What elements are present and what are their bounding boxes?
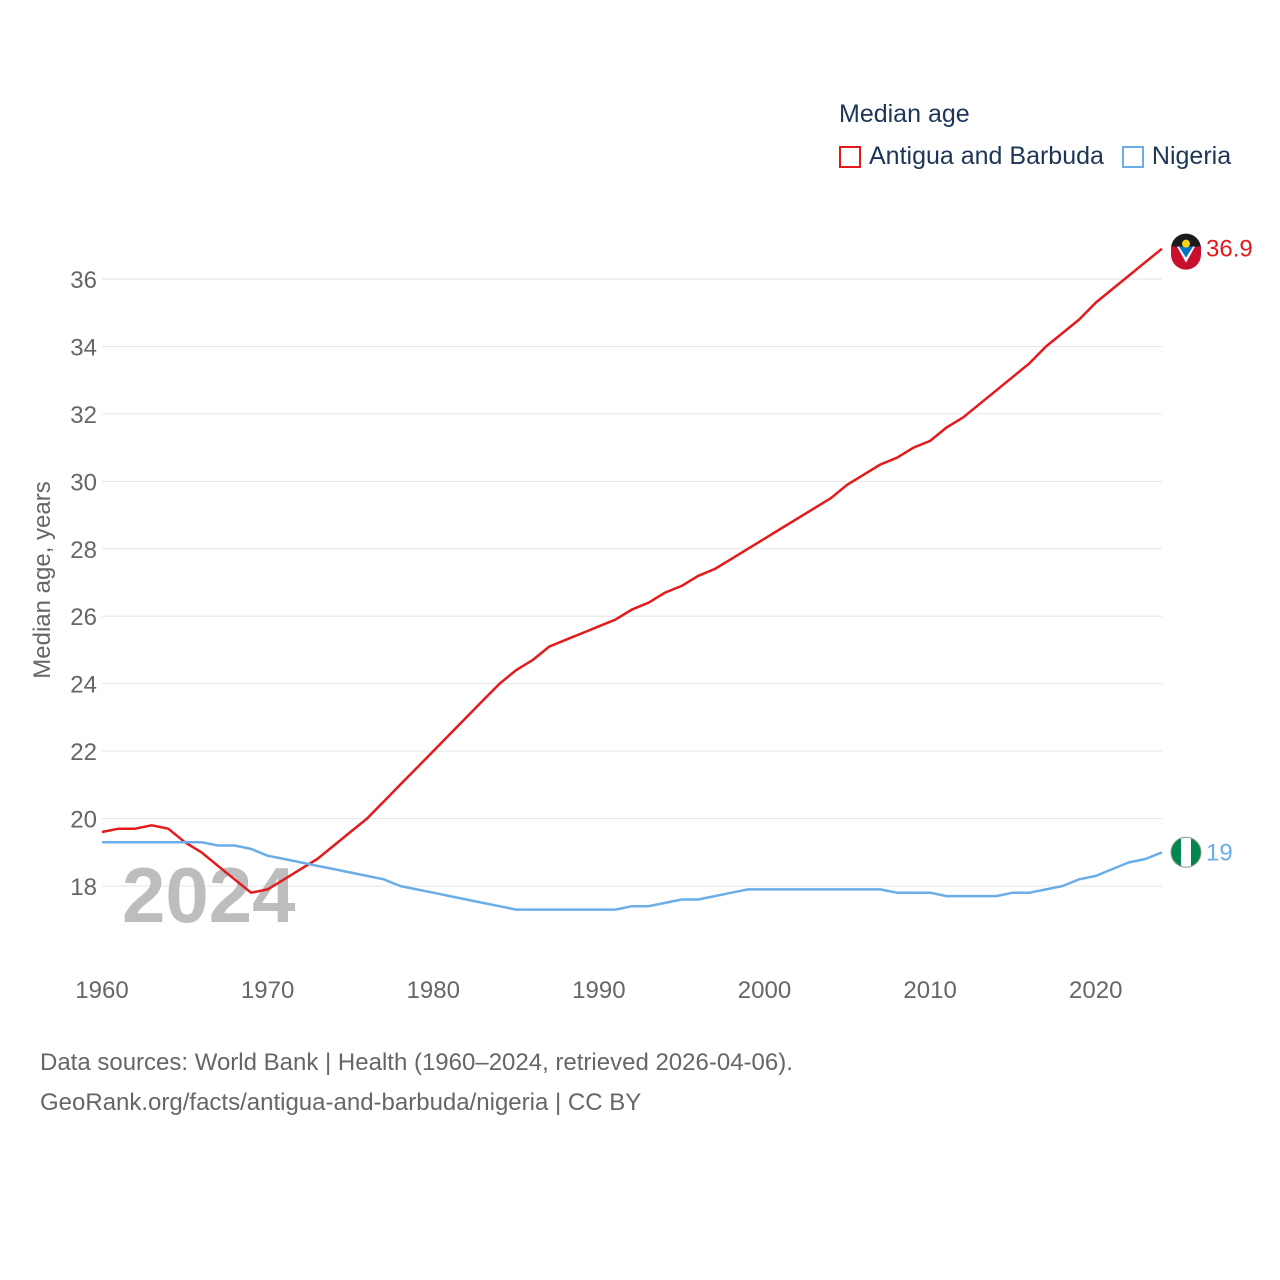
legend-label-nigeria: Nigeria: [1151, 142, 1232, 170]
series-line-antigua[interactable]: [101, 247, 1163, 894]
legend-title: Median age: [839, 100, 970, 128]
x-tick-2020: 2020: [1069, 977, 1122, 1004]
end-label-antigua: 36.9: [1206, 236, 1253, 263]
y-tick-34: 34: [70, 334, 97, 361]
legend-item-antigua[interactable]: Antigua and Barbuda: [839, 142, 1104, 171]
y-axis-label: Median age, years: [29, 481, 56, 678]
y-tick-36: 36: [70, 267, 97, 294]
y-tick-26: 26: [70, 604, 97, 631]
data-sources: Data sources: World Bank | Health (1960–…: [40, 1043, 793, 1123]
legend-swatch-nigeria: [1121, 145, 1144, 168]
x-tick-1970: 1970: [241, 977, 294, 1004]
y-tick-24: 24: [70, 672, 97, 699]
x-tick-1980: 1980: [407, 977, 460, 1004]
y-tick-30: 30: [70, 469, 97, 496]
y-tick-18: 18: [70, 874, 97, 901]
series-line-nigeria[interactable]: [102, 840, 1163, 911]
y-tick-20: 20: [70, 807, 97, 834]
sources-line-1: Data sources: World Bank | Health (1960–…: [40, 1049, 793, 1076]
series-lines: [101, 247, 1163, 911]
antigua-flag-icon: [1171, 233, 1201, 270]
y-tick-22: 22: [70, 739, 97, 766]
x-tick-1990: 1990: [572, 977, 625, 1004]
end-markers: [1170, 233, 1202, 868]
nigeria-flag-icon: [1170, 836, 1202, 868]
legend-swatch-antigua: [839, 145, 861, 168]
end-label-nigeria: 19: [1206, 839, 1233, 866]
x-tick-2000: 2000: [738, 977, 791, 1004]
y-axis-ticks: 18 20 22 24 26 28 30 32 34 36: [70, 267, 97, 901]
gridlines: [102, 278, 1162, 887]
x-tick-2010: 2010: [903, 977, 956, 1004]
legend: Antigua and Barbuda Nigeria: [839, 142, 1249, 171]
legend-item-nigeria[interactable]: Nigeria: [1121, 142, 1232, 171]
y-tick-32: 32: [70, 402, 97, 429]
x-axis-ticks: 1960 1970 1980 1990 2000 2010 2020: [75, 977, 1122, 1004]
year-watermark: 2024: [122, 851, 296, 939]
legend-label-antigua: Antigua and Barbuda: [869, 142, 1104, 170]
x-tick-1960: 1960: [75, 977, 128, 1004]
sources-line-2[interactable]: GeoRank.org/facts/antigua-and-barbuda/ni…: [40, 1089, 642, 1116]
y-tick-28: 28: [70, 537, 97, 564]
